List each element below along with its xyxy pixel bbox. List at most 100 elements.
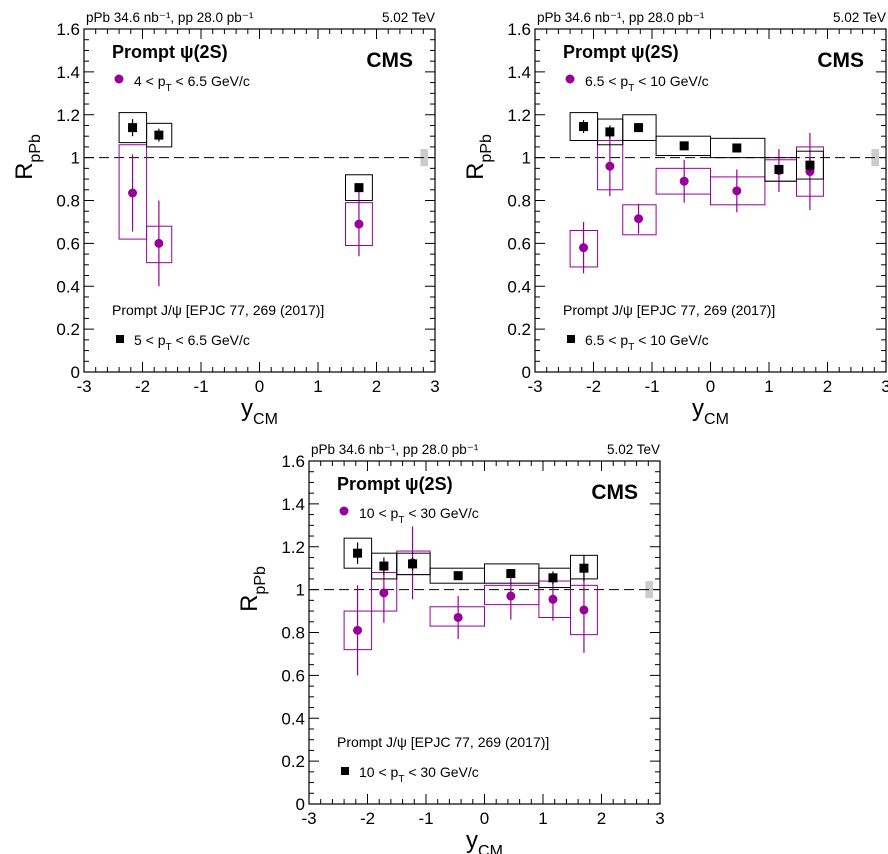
data-point [774,164,784,174]
y-tick-label: 0.2 [507,320,531,339]
y-tick-label: 0.8 [507,192,531,211]
y-tick-label: 0.8 [281,624,305,643]
legend-entry-psi2s: 6.5 < pT < 10 GeV/c [585,73,709,94]
x-axis-title: yCM [241,395,278,428]
y-tick-label: 0 [71,363,80,382]
series-jpsi [569,112,824,182]
lumi-label: pPb 34.6 nb⁻¹, pp 28.0 pb⁻¹ [537,10,705,25]
y-tick-label: 1.6 [507,20,531,39]
data-point [154,238,164,248]
y-tick-label: 0.6 [56,234,80,253]
x-tick-label: -1 [418,809,433,828]
y-tick-label: 1.2 [281,538,305,557]
data-point [506,569,516,579]
y-tick-label: 0 [522,363,531,382]
data-point [128,123,138,133]
legend-title-psi2s: Prompt ψ(2S) [337,474,453,494]
data-point [506,591,516,601]
systematic-box [795,150,824,180]
legend-marker-psi2s [565,74,575,84]
x-tick-label: 1 [764,377,773,396]
x-tick-label: -1 [193,377,208,396]
y-tick-label: 0.6 [281,666,305,685]
systematic-box [118,144,148,240]
y-tick-label: 1.6 [56,20,80,39]
data-point [453,612,463,622]
data-point [453,571,463,581]
systematic-box [146,122,173,148]
data-point [679,141,689,151]
y-tick-label: 0.2 [56,320,80,339]
y-tick-label: 0.8 [56,192,80,211]
energy-label: 5.02 TeV [382,10,435,25]
data-point [128,188,138,198]
data-point [732,186,742,196]
x-axis-title: yCM [466,827,503,854]
y-tick-label: 0.2 [281,752,305,771]
y-tick-label: 0.6 [507,234,531,253]
data-point [548,573,558,583]
data-point [805,160,815,170]
x-tick-label: -3 [527,377,542,396]
data-point [548,594,558,604]
data-point [379,561,389,571]
y-tick-label: 1.4 [281,495,305,514]
series-psi2s [118,144,373,287]
data-point [353,548,363,558]
systematic-box [396,552,431,576]
series-psi2s [569,132,824,274]
x-tick-label: -1 [644,377,659,396]
x-tick-label: 3 [430,377,439,396]
x-tick-label: 1 [313,377,322,396]
y-tick-label: 1 [522,149,531,168]
legend-title-psi2s: Prompt ψ(2S) [563,42,679,62]
experiment-label: CMS [817,49,864,72]
legend-title-jpsi: Prompt J/ψ [EPJC 77, 269 (2017)] [337,734,549,750]
global-uncertainty-box [645,581,653,599]
x-axis-title: yCM [692,395,729,428]
x-tick-label: 2 [597,809,606,828]
panel-2: pPb 34.6 nb⁻¹, pp 28.0 pb⁻¹ 5.02 TeV 0 0.2 0… [462,10,888,428]
x-tick-label: 3 [655,809,664,828]
systematic-box [429,606,485,627]
data-point [679,176,689,186]
x-tick-label: 3 [881,377,888,396]
y-axis-title: RpPb [11,134,44,180]
x-tick-label: 0 [706,377,715,396]
data-point [605,161,615,171]
x-axis: -3 -2 -1 0 1 2 3 [527,29,888,396]
data-point [579,605,589,615]
data-point [605,127,615,137]
x-tick-label: 2 [372,377,381,396]
legend-entry-psi2s: 4 < pT < 6.5 GeV/c [134,73,250,94]
legend-entry-jpsi: 10 < pT < 30 GeV/c [359,764,479,785]
legend-marker-psi2s [339,506,349,516]
panel-1: pPb 34.6 nb⁻¹, pp 28.0 pb⁻¹ 5.02 TeV00.20… [11,10,440,428]
data-point [379,588,389,598]
legend-entry-psi2s: 10 < pT < 30 GeV/c [359,505,479,526]
global-uncertainty-box [420,149,428,167]
x-tick-label: -3 [76,377,91,396]
x-axis: -3 -2 -1 0 1 2 3 [301,461,665,828]
data-point [634,123,644,133]
y-axis: 0 0.2 0.4 0.6 0.8 1 1.2 1.4 1.6 [281,452,660,814]
energy-label: 5.02 TeV [833,10,886,25]
lumi-label: pPb 34.6 nb⁻¹, pp 28.0 pb⁻¹ [311,442,479,457]
x-tick-label: 2 [823,377,832,396]
y-tick-label: 1.2 [507,106,531,125]
legend-entry-jpsi: 6.5 < pT < 10 GeV/c [585,332,709,353]
legend-title-psi2s: Prompt ψ(2S) [112,42,228,62]
data-point [353,625,363,635]
y-tick-label: 1.6 [281,452,305,471]
series-jpsi [118,112,373,201]
data-point [408,559,418,569]
series-jpsi [343,537,598,588]
systematic-box [622,204,657,236]
experiment-label: CMS [366,49,413,72]
energy-label: 5.02 TeV [607,442,660,457]
y-tick-label: 1 [296,581,305,600]
y-tick-label: 0.4 [56,277,80,296]
y-tick-label: 1 [71,149,80,168]
y-tick-label: 0.4 [507,277,531,296]
